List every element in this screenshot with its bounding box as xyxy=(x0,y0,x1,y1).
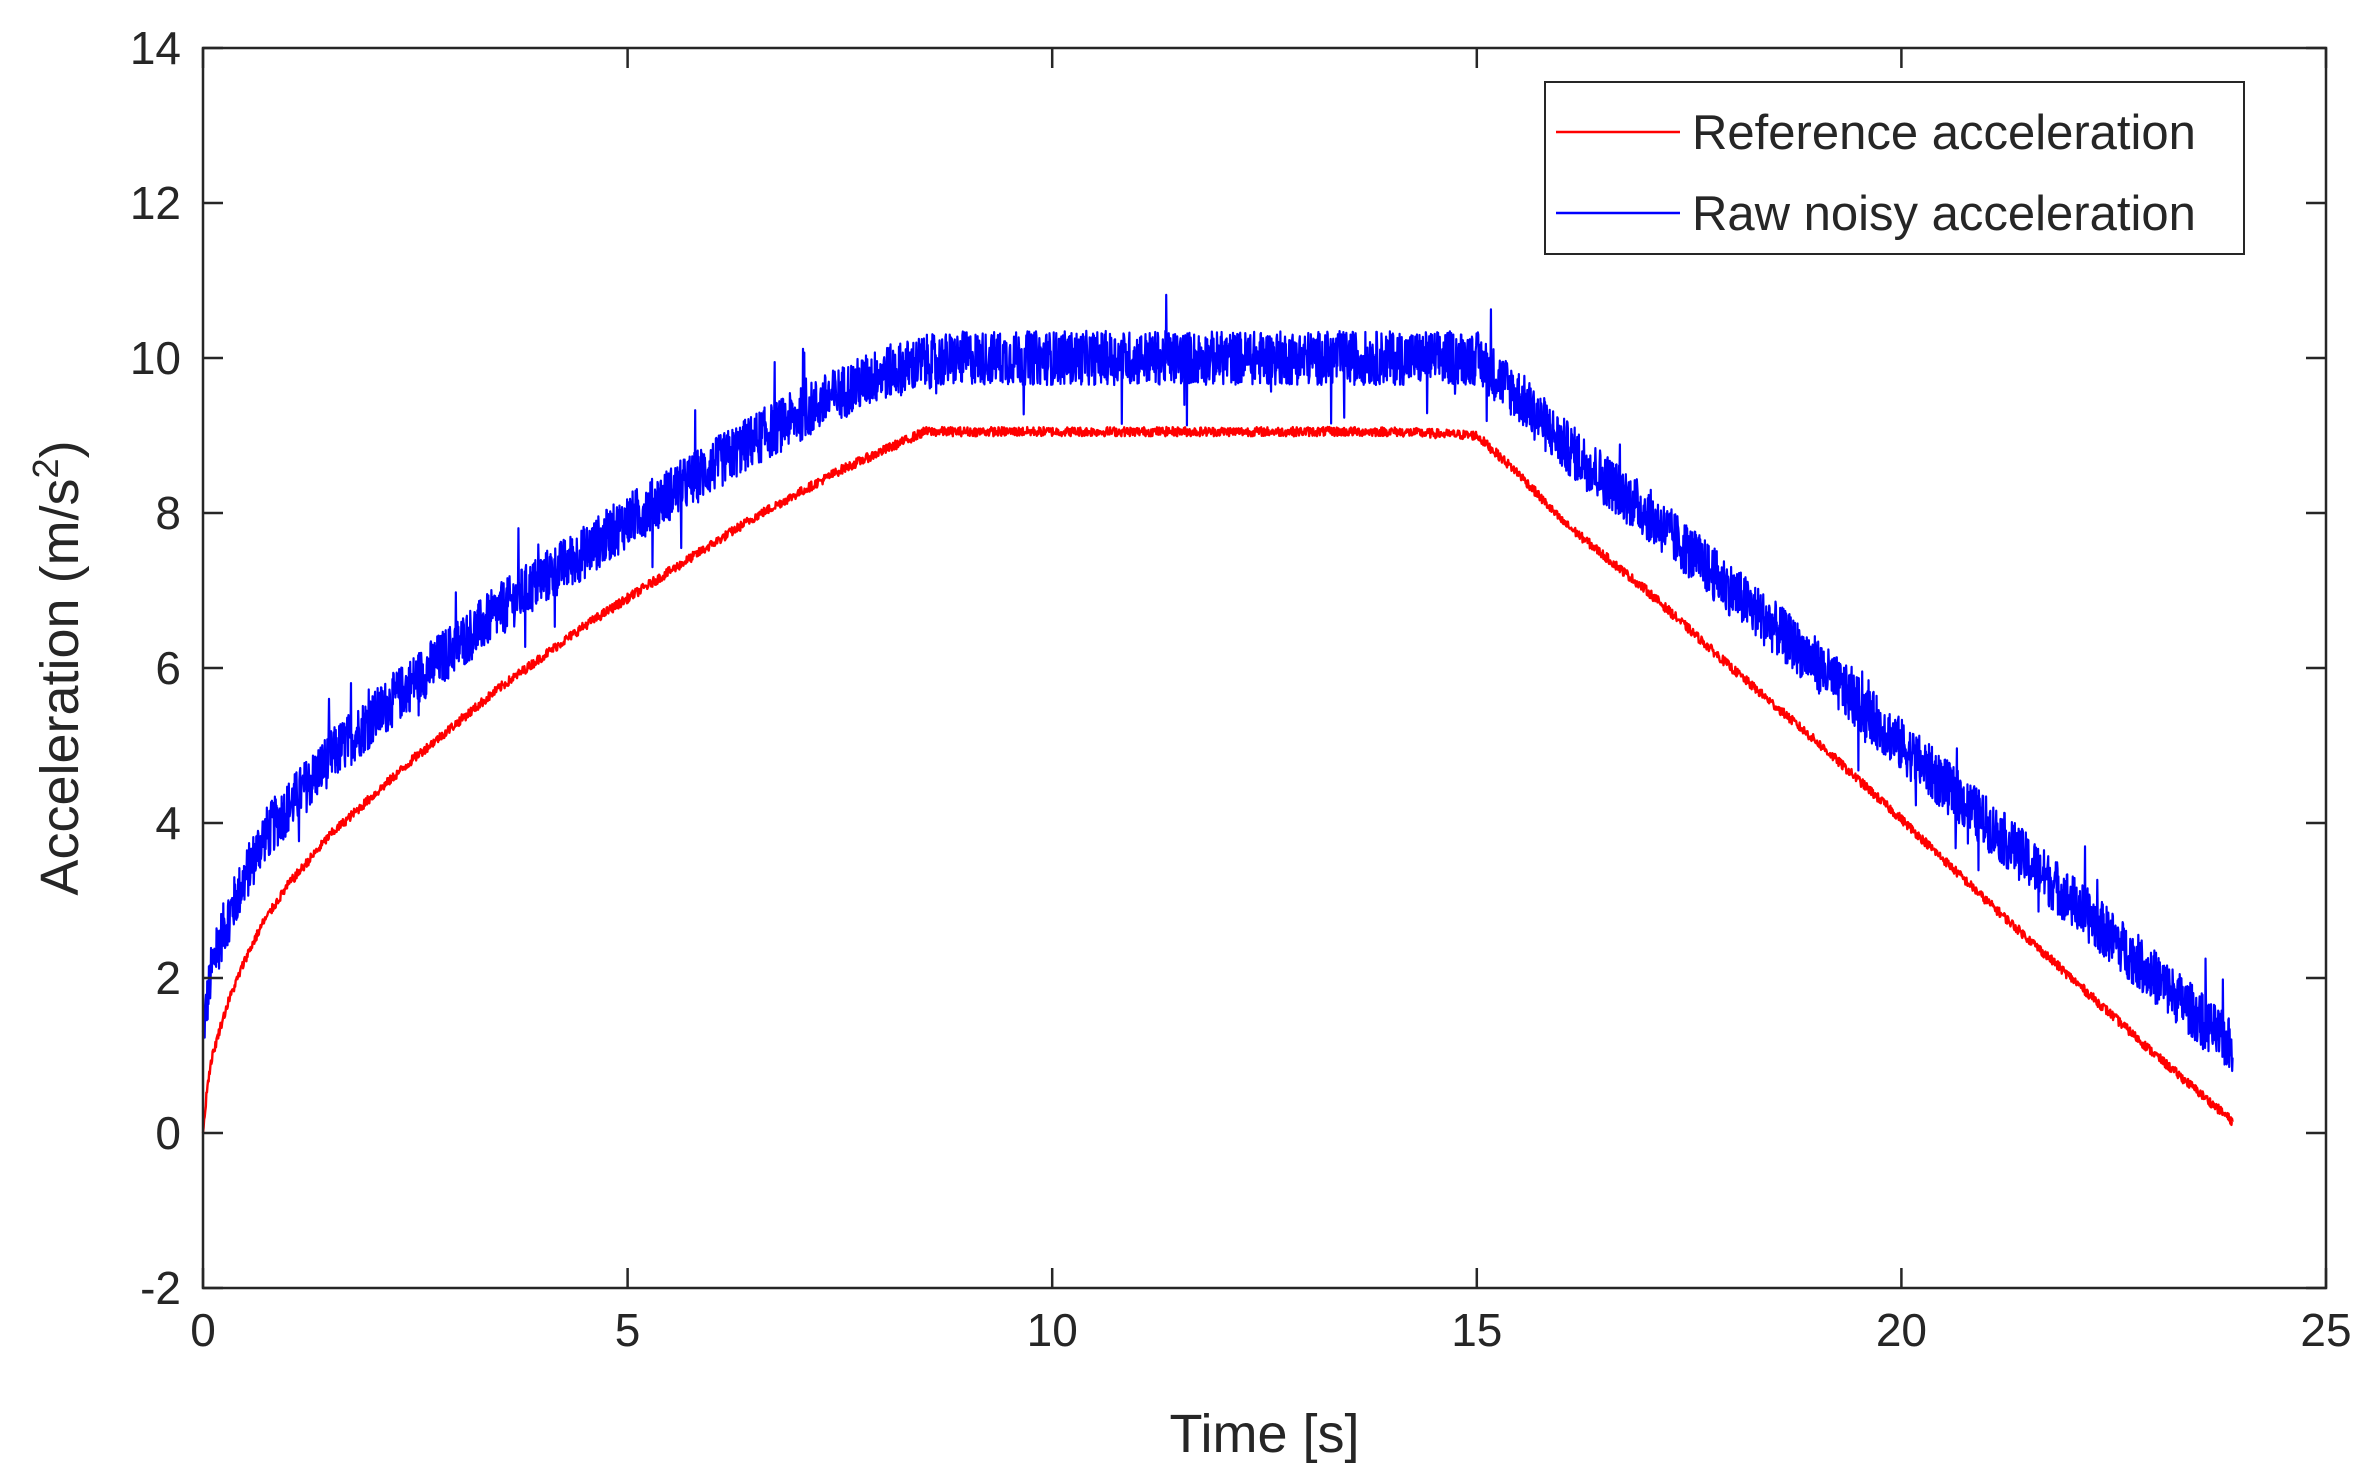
legend-box xyxy=(1544,81,2245,255)
y-axis-label-suffix: ) xyxy=(30,440,90,458)
y-tick-label: 4 xyxy=(155,797,181,849)
y-tick-label: -2 xyxy=(140,1262,181,1314)
legend-label-raw-noisy: Raw noisy acceleration xyxy=(1692,187,2196,241)
x-tick-label: 10 xyxy=(1027,1304,1078,1356)
legend-label-reference: Reference acceleration xyxy=(1692,106,2196,160)
x-tick-label: 15 xyxy=(1451,1304,1502,1356)
y-tick-label: 2 xyxy=(155,952,181,1004)
x-axis-label: Time [s] xyxy=(1169,1404,1359,1464)
series-group xyxy=(201,293,2234,1134)
series-line-reference xyxy=(201,425,2234,1134)
legend: Reference acceleration Raw noisy acceler… xyxy=(1544,81,2245,255)
series-line-raw-noisy xyxy=(201,293,2234,1073)
y-tick-label: 8 xyxy=(155,487,181,539)
y-tick-label: 14 xyxy=(130,22,181,74)
y-tick-label: 0 xyxy=(155,1107,181,1159)
y-tick-label: 6 xyxy=(155,642,181,694)
y-tick-label: 10 xyxy=(130,332,181,384)
x-tick-label: 20 xyxy=(1876,1304,1927,1356)
x-tick-label: 5 xyxy=(615,1304,641,1356)
y-axis-label: Acceleration (m/s2) xyxy=(25,440,91,895)
y-axis-label-superscript: 2 xyxy=(25,458,66,478)
y-axis-label-prefix: Acceleration (m/s xyxy=(30,478,90,895)
y-tick-label: 12 xyxy=(130,177,181,229)
x-tick-label: 0 xyxy=(190,1304,216,1356)
x-tick-label: 25 xyxy=(2300,1304,2351,1356)
